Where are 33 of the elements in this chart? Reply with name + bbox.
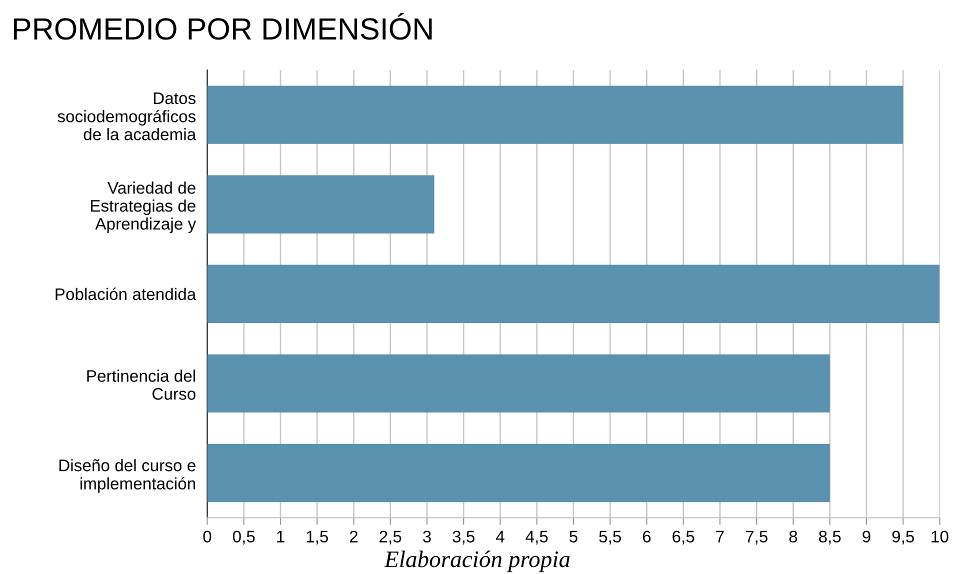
x-tick-label: 8 [789, 530, 798, 542]
x-tick-label: 3,5 [452, 530, 474, 544]
x-tick-label: 4 [496, 530, 504, 542]
chart-title: PROMEDIO POR DIMENSIÓN [14, 12, 432, 40]
text: Elaboración propia [384, 550, 570, 572]
y-tick-label: Población atendida [56, 288, 196, 300]
x-tick-label: 9 [862, 530, 870, 542]
x-tick-label: 10 [932, 530, 948, 542]
bar [207, 444, 830, 502]
bar [207, 86, 904, 144]
bar [207, 264, 940, 323]
x-tick-label: 0,5 [232, 530, 255, 544]
x-tick-label: 6,5 [672, 530, 694, 544]
y-tick-label: Datos sociodemográficos de la academia [58, 92, 196, 140]
x-tick-label: 8,5 [818, 530, 841, 544]
x-tick-label: 4,5 [526, 530, 548, 544]
x-tick-label: 6 [642, 530, 651, 542]
x-tick-label: 0 [203, 530, 212, 542]
bar [207, 175, 434, 234]
x-tick-label: 7 [716, 530, 724, 542]
x-tick-label: 2,5 [380, 530, 402, 544]
x-tick-label: 3 [422, 530, 431, 542]
x-tick-label: 2 [350, 530, 358, 542]
y-tick-label: Pertinencia del Curso [87, 370, 196, 400]
y-tick-label: Diseño del curso e implementación [59, 459, 196, 493]
x-tick-label: 9,5 [892, 530, 914, 544]
x-tick-label: 1,5 [306, 530, 328, 544]
bar [207, 354, 830, 413]
x-tick-label: 5,5 [599, 530, 621, 544]
x-tick-label: 7,5 [746, 530, 768, 544]
x-tick-label: 5 [570, 530, 578, 542]
y-tick-label: Variedad de Estrategias de Aprendizaje y [90, 182, 196, 233]
x-tick-label: 1 [277, 530, 284, 542]
